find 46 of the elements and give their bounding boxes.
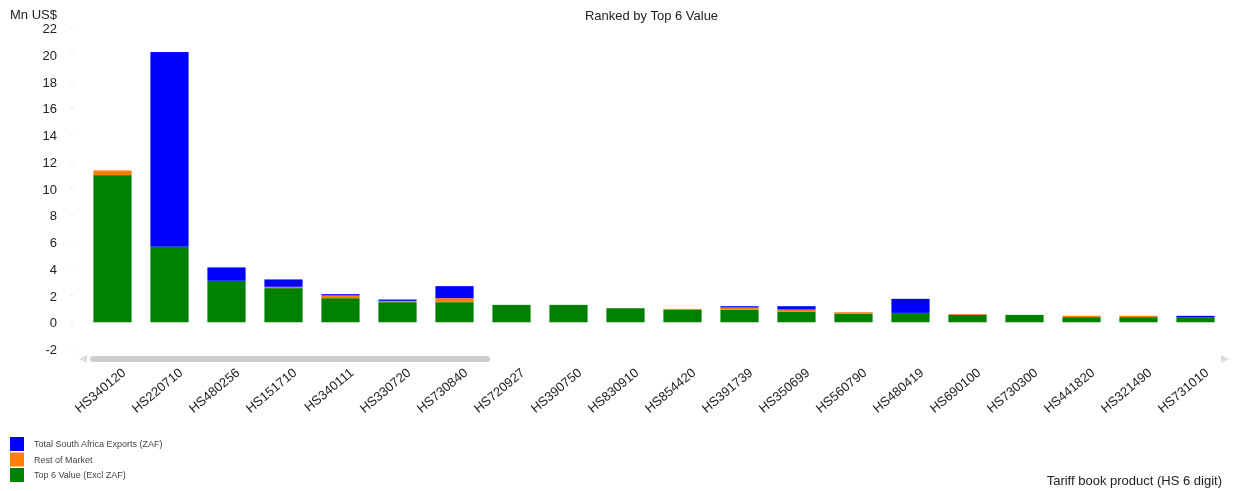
bar [606,308,645,323]
bar [93,175,132,323]
y-tick-label: 6 [49,235,57,250]
y-tick-label: 10 [42,181,57,197]
bar [1119,317,1158,323]
legend-label: Total South Africa Exports (ZAF) [34,439,163,449]
bar [207,267,246,281]
bar [93,170,132,176]
bar [321,298,360,323]
bar [663,309,702,323]
y-tick-label: 0 [49,315,57,331]
chart-title: Ranked by Top 6 Value [584,8,719,23]
y-tick-label: 16 [42,101,57,117]
bar [549,304,588,323]
bar [150,246,189,323]
y-axis-title: Mn US$ [10,7,58,22]
bar [264,279,303,287]
bar [435,298,474,303]
y-tick-label: 22 [42,21,57,36]
legend-label: Top 6 Value (Excl ZAF) [34,470,126,480]
bar [891,312,930,323]
bar [1176,317,1215,323]
bar [150,52,189,247]
legend-label: Rest of Market [34,454,94,465]
y-tick-label: 18 [42,74,57,90]
bar [834,313,873,323]
x-axis-title: Tariff book product (HS 6 digit) [1046,473,1222,488]
y-tick-label: 4 [49,261,57,277]
bar [207,280,246,323]
y-tick-label: 12 [42,154,57,170]
y-tick-label: 20 [42,47,57,63]
bar [1062,317,1101,323]
y-tick-label: 14 [42,128,57,143]
y-tick-label: 2 [49,288,57,304]
bar [891,298,930,313]
bar [948,314,987,323]
bar [720,309,759,323]
y-tick-label: -2 [45,342,57,357]
bar [1005,314,1044,323]
bar [378,302,417,323]
bar [777,311,816,323]
bar [492,304,531,323]
bar [435,286,474,299]
bar [435,302,474,323]
y-tick-label: 8 [49,208,57,224]
bar [264,288,303,323]
